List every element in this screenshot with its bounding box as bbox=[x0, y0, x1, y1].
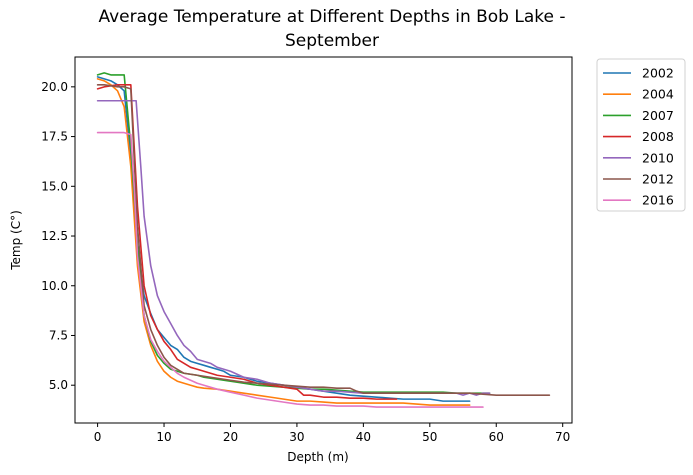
legend-label-2016: 2016 bbox=[642, 193, 674, 208]
x-tick-label: 40 bbox=[356, 430, 371, 444]
x-tick-label: 50 bbox=[422, 430, 437, 444]
y-tick-label: 12.5 bbox=[41, 229, 68, 243]
x-axis-label: Depth (m) bbox=[287, 450, 348, 464]
axes-frame bbox=[74, 56, 573, 424]
y-tick-label: 17.5 bbox=[41, 130, 68, 144]
x-tick-label: 30 bbox=[289, 430, 304, 444]
legend-label-2008: 2008 bbox=[642, 129, 674, 144]
y-tick-label: 7.5 bbox=[49, 328, 68, 342]
y-axis: 5.0 7.5 10.0 12.5 15.0 17.5 20.0 bbox=[41, 80, 75, 392]
series-lines bbox=[96, 72, 551, 408]
series-line-2016 bbox=[96, 131, 484, 408]
legend-label-2002: 2002 bbox=[642, 66, 674, 81]
x-tick-label: 20 bbox=[223, 430, 238, 444]
series-line-2004 bbox=[96, 78, 471, 406]
plot-area bbox=[74, 56, 573, 424]
legend-box bbox=[596, 58, 686, 212]
x-tick-label: 60 bbox=[489, 430, 504, 444]
legend-label-2004: 2004 bbox=[642, 87, 674, 102]
y-tick-label: 20.0 bbox=[41, 80, 68, 94]
x-tick-label: 10 bbox=[156, 430, 171, 444]
y-tick-label: 5.0 bbox=[49, 378, 68, 392]
x-tick-label: 70 bbox=[555, 430, 570, 444]
x-axis: 0 10 20 30 40 50 60 70 bbox=[94, 423, 570, 444]
chart-title-line-1: Average Temperature at Different Depths … bbox=[98, 7, 565, 27]
x-tick-label: 0 bbox=[94, 430, 102, 444]
legend: 2002 2004 2007 2008 2010 2012 2016 bbox=[596, 58, 686, 212]
y-axis-label: Temp (C°) bbox=[9, 210, 23, 271]
legend-label-2010: 2010 bbox=[642, 150, 674, 165]
legend-label-2007: 2007 bbox=[642, 108, 674, 123]
y-tick-label: 10.0 bbox=[41, 279, 68, 293]
series-line-2012 bbox=[96, 84, 551, 396]
legend-label-2012: 2012 bbox=[642, 172, 674, 187]
y-tick-label: 15.0 bbox=[41, 179, 68, 193]
chart-title-line-2: September bbox=[285, 31, 379, 51]
